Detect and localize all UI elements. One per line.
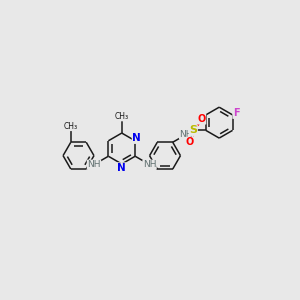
Text: NH: NH	[179, 130, 193, 139]
Text: NH: NH	[87, 160, 101, 169]
Text: S: S	[189, 125, 197, 135]
Text: NH: NH	[143, 160, 156, 169]
Text: CH₃: CH₃	[64, 122, 78, 131]
Text: N: N	[117, 163, 126, 173]
Text: F: F	[233, 108, 239, 118]
Text: O: O	[186, 137, 194, 147]
Text: CH₃: CH₃	[115, 112, 129, 121]
Text: O: O	[197, 114, 206, 124]
Text: N: N	[132, 134, 141, 143]
